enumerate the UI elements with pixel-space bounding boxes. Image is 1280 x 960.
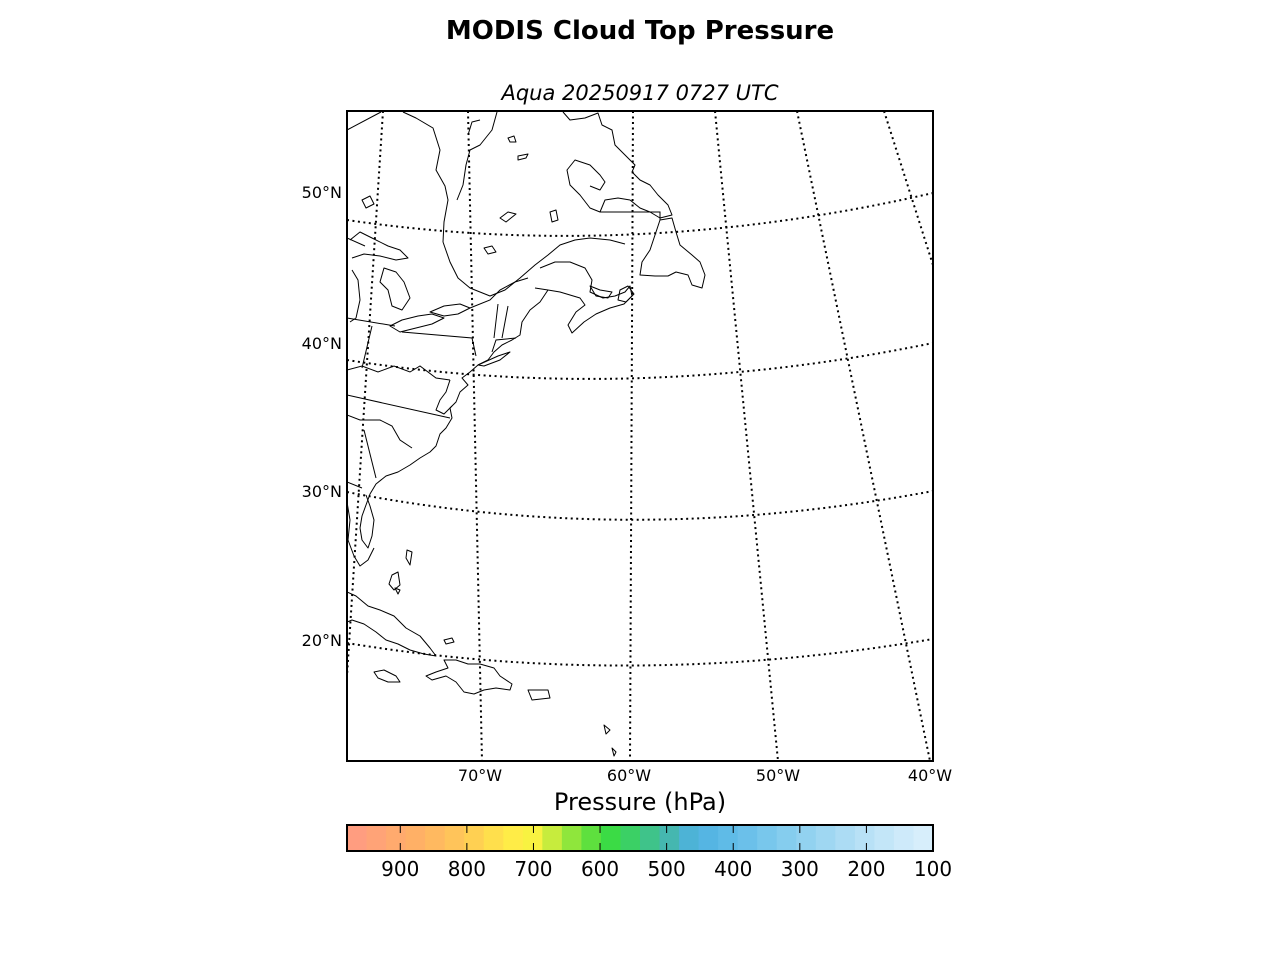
colorbar-ticks: 900 800 700 600 500 400 300 200 100 [381,825,952,881]
coastlines [347,111,706,757]
colorbar-cell [679,825,700,851]
colorbar-tick-label: 300 [781,857,819,881]
lat-label-20n: 20°N [302,631,342,650]
colorbar-cell [698,825,719,851]
colorbar-tick-label: 500 [648,857,686,881]
jamaica [373,669,401,683]
colorbar-cell [542,825,563,851]
colorbar-cell [757,825,778,851]
colorbar-tick-label: 900 [381,857,419,881]
colorbar-cell [893,825,915,851]
colorbar-cell [464,825,485,851]
lon-label-40w: 40°W [908,766,952,785]
bahamas-2 [405,549,413,566]
labrador-coast [562,111,673,219]
lake-superior [349,231,409,261]
colorbar [347,825,934,851]
colorbar-cell [405,825,426,851]
hudson-bay-coast [347,111,449,243]
colorbar-cell [522,825,543,851]
graticule [347,111,933,761]
colorbar-cell [659,825,680,851]
colorbar-cell [561,825,582,851]
bahamas-1 [388,571,401,591]
figure-subtitle: Aqua 20250917 0727 UTC [499,81,778,105]
lon-label-50w: 50°W [756,766,800,785]
gaspe-coast [534,261,633,334]
colorbar-tick-label: 200 [847,857,885,881]
ungava-coast [456,111,498,201]
hispaniola [425,659,513,695]
longitude-labels: 70°W 60°W 50°W 40°W [458,766,952,785]
colorbar-cell [386,825,407,851]
new-england-coast [359,289,549,529]
island-3 [483,245,497,255]
lat-label-30n: 30°N [302,482,342,501]
latitude-labels: 50°N 40°N 30°N 20°N [302,183,342,650]
state-borders [347,303,517,489]
colorbar-cell [913,825,934,851]
lon-label-60w: 60°W [607,766,651,785]
cuba [347,591,437,657]
colorbar-tick-label: 600 [581,857,619,881]
lesser-antilles [603,724,617,757]
lat-label-50n: 50°N [302,183,342,202]
colorbar-cell [347,825,368,851]
lake-huron [379,267,411,311]
puerto-rico [527,689,551,701]
us-canada-border [347,237,529,309]
colorbar-tick-label: 700 [514,857,552,881]
colorbar-cell [366,825,387,851]
colorbar-tick-label: 100 [914,857,952,881]
colorbar-cell [737,825,758,851]
lake-erie [389,313,445,333]
colorbar-cell [796,825,817,851]
colorbar-tick-label: 800 [448,857,486,881]
small-island-2 [507,135,529,161]
chesapeake [435,379,453,415]
map-panel [346,110,934,762]
anticosti [499,209,559,223]
long-island [477,351,511,367]
island-4 [361,195,375,209]
colorbar-cell [718,825,739,851]
quebec-labrador-border [600,211,661,220]
colorbar-cell [425,825,446,851]
lon-label-70w: 70°W [458,766,502,785]
florida [347,494,375,567]
colorbar-cell [620,825,641,851]
newfoundland-coast [639,217,706,289]
colorbar-cell [581,825,602,851]
colorbar-frame [346,824,934,852]
st-lawrence-north-shore [442,237,626,297]
pei [589,285,613,299]
colorbar-cell [483,825,504,851]
colorbar-cell [854,825,875,851]
colorbar-cell [874,825,895,851]
meridian-80w [347,111,384,677]
meridian-40w [796,111,931,761]
bahamas-3 [394,587,401,595]
colorbar-cell [503,825,524,851]
cape-breton [617,285,635,303]
meridian-60w [629,111,634,761]
meridian-70w [467,111,483,761]
colorbar-cell [835,825,856,851]
figure-title: MODIS Cloud Top Pressure [446,16,834,46]
colorbar-cell [640,825,661,851]
colorbar-cell [815,825,836,851]
map-frame [346,110,934,762]
lat-label-40n: 40°N [302,334,342,353]
colorbar-cell [444,825,465,851]
colorbar-cell [600,825,622,851]
colorbar-tick-label: 400 [714,857,752,881]
small-island-1 [443,637,455,645]
colorbar-cell [776,825,797,851]
colorbar-label: Pressure (hPa) [554,788,726,816]
